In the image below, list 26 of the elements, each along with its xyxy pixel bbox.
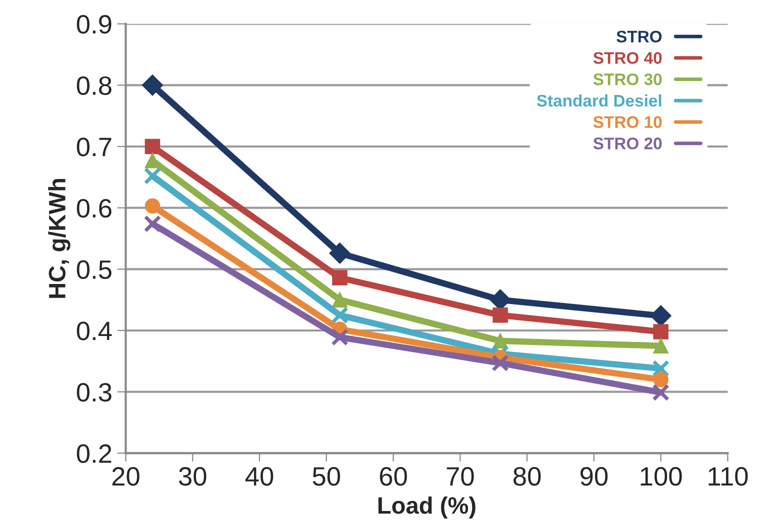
x-tick-label: 100 [640,467,682,486]
x-tick-label: 30 [178,467,206,486]
legend-label: STRO 20 [593,138,662,150]
y-tick-label: 0.9 [76,14,112,34]
legend-label: Standard Desiel [536,94,662,107]
x-tick-label: 40 [245,467,274,486]
x-tick-label: 80 [514,467,541,486]
y-tick-label: 0.3 [76,382,112,402]
legend-label: STRO 10 [593,116,662,128]
x-tick-label: 70 [446,467,474,486]
x-tick-label: 90 [580,467,608,486]
y-tick-label: 0.2 [76,444,112,463]
y-tick-label: 0.6 [76,198,112,218]
x-tick-label: 20 [112,467,140,486]
y-tick-label: 0.7 [76,138,112,156]
y-tick-label: 0.5 [76,260,112,279]
x-tick-label: 110 [708,467,748,486]
legend-label: STRO 30 [593,73,662,86]
y-axis-title: HC, g/KWh [48,178,70,298]
y-tick-label: 0.8 [76,76,112,95]
legend-label: STRO [616,30,662,43]
legend-label: STRO 40 [593,52,662,64]
x-tick-label: 50 [312,467,340,486]
x-axis-title: Load (%) [378,496,476,519]
x-tick-label: 60 [380,467,407,486]
y-tick-label: 0.4 [76,322,112,340]
